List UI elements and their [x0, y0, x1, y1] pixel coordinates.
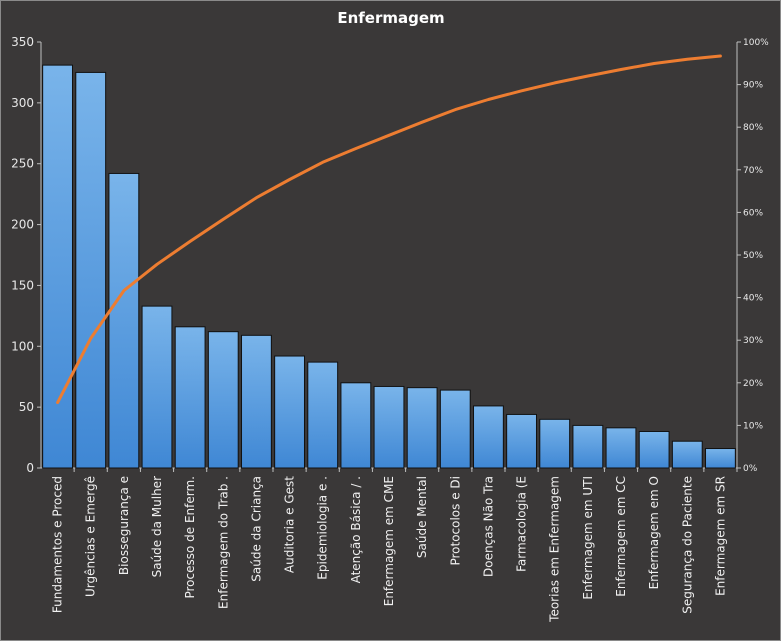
y-tick-label: 250 — [11, 157, 34, 171]
y-tick-label: 200 — [11, 218, 34, 232]
y-tick-label: 50 — [19, 400, 34, 414]
category-label: Fundamentos e Proced — [51, 476, 65, 613]
category-label: Doenças Não Tra — [481, 476, 495, 577]
category-label: Processo de Enferm. — [183, 476, 197, 599]
y2-tick-label: 30% — [743, 336, 763, 346]
y2-tick-label: 80% — [743, 123, 763, 133]
bar — [373, 385, 405, 469]
category-label: Teorias em Enfermagem — [548, 476, 562, 623]
bar — [340, 382, 372, 469]
category-label: Auditoria e Gest — [283, 476, 297, 573]
cumulative-line-series — [56, 54, 722, 405]
bar — [506, 413, 537, 469]
cumulative-line — [56, 54, 722, 405]
bar — [42, 64, 73, 469]
category-label: Saúde da Mulher — [150, 476, 164, 577]
category-label: Segurança do Paciente — [680, 476, 694, 614]
category-label: Atenção Básica / . — [349, 476, 363, 583]
bar-series — [42, 64, 736, 469]
y2-tick-label: 40% — [743, 294, 763, 304]
bar — [174, 326, 206, 469]
bar — [141, 305, 173, 469]
bar — [539, 418, 571, 469]
bar — [406, 387, 438, 469]
category-label: Enfermagem em SR — [713, 476, 727, 596]
bar — [241, 334, 272, 469]
category-label: Saúde Mental — [415, 476, 429, 558]
category-label: Enfermagem em CC — [614, 476, 628, 597]
y2-tick-label: 0% — [743, 464, 758, 474]
y-tick-label: 300 — [11, 96, 34, 110]
bar — [572, 424, 604, 469]
y-tick-label: 150 — [11, 278, 34, 292]
bar — [671, 440, 703, 469]
category-label: Epidemiologia e . — [316, 476, 330, 580]
y-tick-label: 0 — [26, 461, 34, 475]
bar — [307, 361, 339, 469]
bar — [439, 389, 471, 469]
bar — [605, 427, 637, 469]
category-label: Enfermagem do Trab . — [216, 476, 230, 609]
y2-tick-label: 90% — [743, 81, 763, 91]
y2-tick-label: 70% — [743, 166, 763, 176]
chart-title: Enfermagem — [337, 9, 444, 27]
category-label: Enfermagem em UTI — [581, 476, 595, 600]
category-label: Protocolos e Di — [448, 476, 462, 566]
bar — [108, 172, 140, 469]
bar — [75, 71, 107, 469]
category-label: Enfermagem em O — [647, 476, 661, 589]
bar — [705, 448, 736, 469]
y2-tick-label: 60% — [743, 208, 763, 218]
y-tick-label: 100 — [11, 339, 34, 353]
bar — [207, 331, 239, 469]
y-tick-label: 350 — [11, 35, 34, 49]
category-label: Urgências e Emergê — [84, 476, 98, 597]
y2-tick-label: 20% — [743, 379, 763, 389]
category-labels: Fundamentos e Proced Urgências e Emergê Bi… — [51, 476, 728, 623]
category-label: Saúde da Criança — [249, 476, 263, 582]
bar — [638, 430, 670, 469]
bar — [473, 405, 504, 469]
y2-tick-label: 10% — [743, 421, 763, 431]
category-label: Farmacologia (E — [515, 476, 529, 572]
category-label: Biossegurança e — [117, 476, 131, 575]
y2-tick-label: 100% — [743, 38, 769, 48]
bar — [274, 355, 305, 469]
category-label: Enfermagem em CME — [382, 476, 396, 606]
y2-tick-label: 50% — [743, 251, 763, 261]
